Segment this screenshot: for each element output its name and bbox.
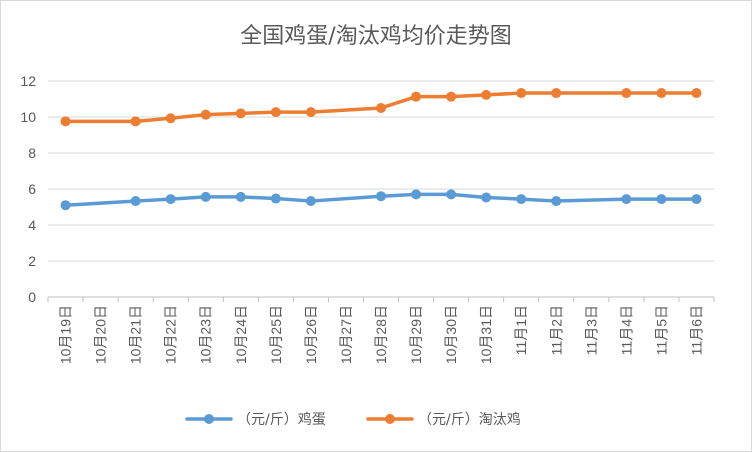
- x-tick-label: 10月19日: [58, 305, 74, 364]
- data-point: [411, 189, 422, 200]
- x-tick-label: 10月27日: [338, 305, 354, 364]
- x-tick-label: 11月3日: [583, 305, 599, 355]
- x-tick-label: 10月23日: [198, 305, 214, 364]
- y-tick-label: 2: [28, 253, 36, 269]
- legend-marker: [385, 414, 395, 424]
- data-point: [235, 108, 246, 119]
- data-point: [130, 196, 141, 207]
- x-tick-label: 11月5日: [653, 305, 669, 355]
- y-tick-label: 0: [28, 289, 36, 305]
- data-point: [270, 193, 281, 204]
- y-tick-label: 10: [20, 109, 36, 125]
- series-1: [60, 88, 702, 127]
- x-axis: 10月19日 10月20日 10月21日 10月22日 10月23日 10月24日 10月2…: [47, 296, 715, 364]
- series-0: [60, 189, 702, 211]
- data-point: [165, 113, 176, 124]
- data-point: [551, 196, 562, 207]
- data-point: [691, 194, 702, 205]
- data-point: [411, 91, 422, 102]
- legend-marker: [204, 414, 214, 424]
- data-point: [656, 88, 667, 99]
- x-tick-label: 10月20日: [93, 305, 109, 364]
- y-tick-label: 12: [20, 73, 36, 89]
- series-line: [63, 91, 699, 124]
- x-tick-label: 10月26日: [303, 305, 319, 364]
- data-point: [516, 88, 527, 99]
- data-point: [376, 103, 386, 113]
- data-point: [305, 196, 316, 207]
- y-tick-label: 6: [28, 181, 36, 197]
- data-point: [60, 200, 71, 211]
- x-tick-label: 10月29日: [408, 305, 424, 364]
- data-point: [200, 191, 211, 202]
- data-point: [270, 107, 281, 118]
- data-point: [446, 91, 457, 102]
- data-point: [130, 116, 141, 127]
- data-point: [621, 194, 632, 205]
- legend-label: （元/斤）鸡蛋: [237, 411, 326, 428]
- x-tick-label: 10月24日: [233, 305, 249, 364]
- data-point: [200, 109, 211, 120]
- y-tick-label: 4: [28, 217, 36, 233]
- series-line: [63, 192, 699, 207]
- data-point: [691, 88, 702, 99]
- data-point: [446, 189, 457, 200]
- x-tick-label: 10月30日: [443, 305, 459, 364]
- y-axis-ticks: 0 2 4 6 8 10 12: [20, 73, 36, 305]
- data-point: [621, 88, 632, 99]
- data-point: [165, 194, 176, 205]
- x-tick-label: 11月6日: [688, 305, 704, 355]
- x-tick-label: 10月21日: [128, 305, 144, 364]
- data-point: [516, 194, 527, 205]
- data-point: [60, 116, 71, 127]
- data-point: [481, 89, 492, 100]
- x-tick-label: 10月22日: [163, 305, 179, 364]
- data-point: [305, 107, 316, 118]
- chart-title: 全国鸡蛋/淘汰鸡均价走势图: [240, 24, 511, 49]
- legend-label: （元/斤）淘汰鸡: [418, 411, 521, 428]
- x-tick-label: 11月4日: [618, 305, 634, 355]
- x-tick-label: 10月31日: [478, 305, 494, 364]
- data-point: [656, 194, 667, 205]
- series-layer: [60, 88, 702, 211]
- x-tick-label: 10月28日: [373, 305, 389, 364]
- data-point: [551, 88, 562, 99]
- x-tick-label: 10月25日: [268, 305, 284, 364]
- x-tick-label: 11月2日: [548, 305, 564, 355]
- data-point: [481, 192, 492, 203]
- data-point: [376, 191, 386, 202]
- gridlines: [48, 80, 714, 262]
- y-tick-label: 8: [28, 145, 36, 161]
- x-tick-label: 11月1日: [513, 305, 529, 355]
- data-point: [235, 191, 246, 202]
- legend: （元/斤）鸡蛋 （元/斤）淘汰鸡: [185, 411, 521, 428]
